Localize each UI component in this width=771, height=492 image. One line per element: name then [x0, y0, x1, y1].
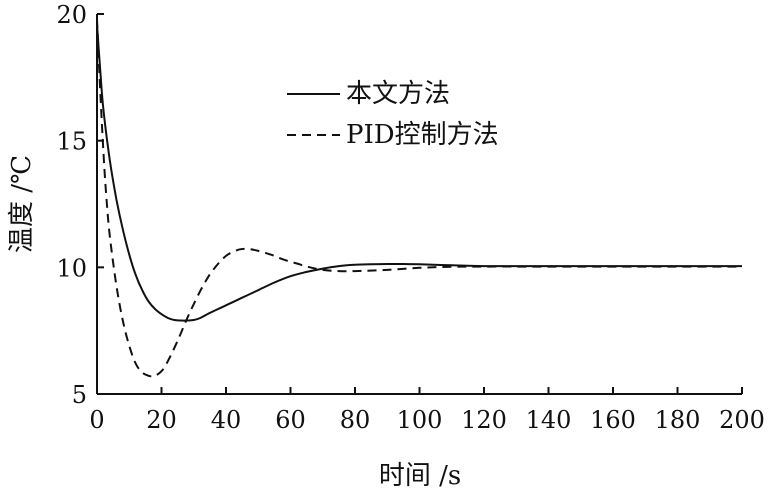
series-line-1: [96, 24, 742, 322]
x-tick-label: 180: [655, 406, 701, 434]
x-tick-label: 100: [397, 406, 443, 434]
x-tick-label: 20: [146, 406, 177, 434]
y-axis-title: 温度 /℃: [7, 155, 37, 253]
x-tick-label: 200: [719, 406, 765, 434]
y-tick-label: 10: [56, 254, 87, 282]
y-ticks: 5 10 15 20: [56, 1, 104, 409]
legend: 本文方法 PID控制方法: [287, 79, 499, 150]
axes: [96, 14, 742, 395]
series-line-2: [96, 19, 742, 378]
legend-label-2: PID控制方法: [346, 120, 499, 150]
x-tick-label: 140: [526, 406, 572, 434]
x-ticks: 0 20 40 60 80 100 120 140 160 180 200: [89, 387, 765, 434]
x-axis-title: 时间 /s: [379, 461, 461, 491]
y-tick-label: 20: [56, 1, 87, 29]
plot-area: [96, 19, 742, 378]
y-tick-label: 15: [56, 128, 87, 156]
y-tick-label: 5: [72, 381, 87, 409]
x-tick-label: 160: [590, 406, 636, 434]
x-tick-label: 60: [275, 406, 306, 434]
x-tick-label: 80: [340, 406, 371, 434]
x-tick-label: 0: [89, 406, 104, 434]
x-tick-label: 120: [461, 406, 507, 434]
x-tick-label: 40: [211, 406, 242, 434]
legend-label-1: 本文方法: [346, 79, 450, 109]
